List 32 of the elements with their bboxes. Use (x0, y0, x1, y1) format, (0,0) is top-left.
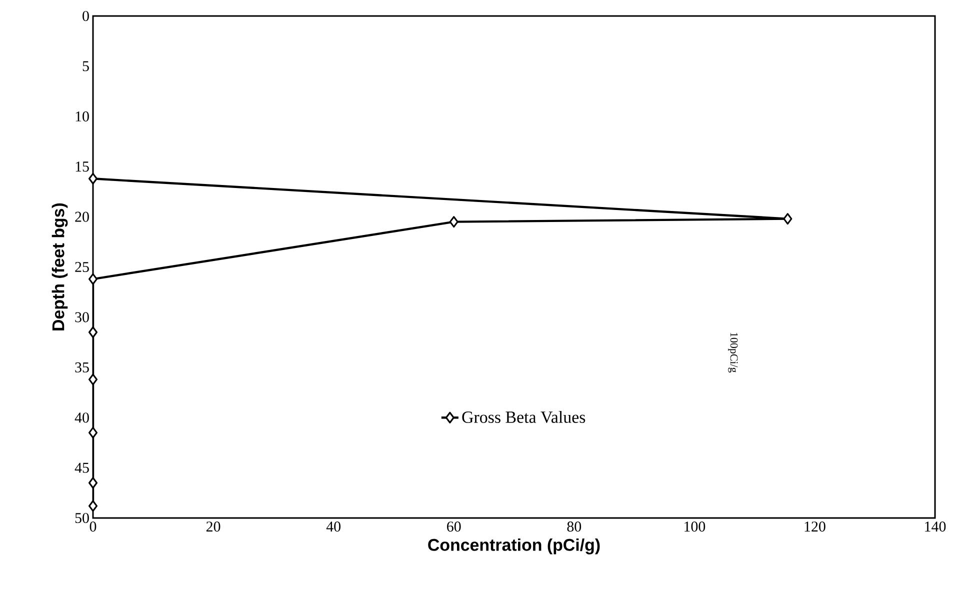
x-tick-label: 140 (925, 522, 946, 532)
legend-label: Gross Beta Values (462, 410, 586, 423)
point (449, 216, 458, 228)
y-tick-label: 25 (75, 262, 89, 272)
y-tick-label: 45 (74, 462, 89, 473)
point (88, 500, 98, 512)
x-tick-label: 100 (684, 522, 706, 532)
point (88, 326, 98, 338)
y-tick-label: 50 (75, 512, 89, 524)
x-tick-label: 0 (90, 522, 96, 532)
y-tick-label: 15 (76, 162, 89, 172)
x-tick-label: 80 (567, 522, 582, 532)
x-tick-label: 120 (804, 522, 826, 532)
y-tick-label: 5 (82, 61, 89, 72)
point (88, 273, 98, 285)
x-tick-label: 60 (447, 522, 461, 532)
y-tick-label: 10 (76, 111, 89, 122)
point (88, 426, 98, 438)
y-axis-title: Depth (feet bgs) (52, 203, 68, 330)
x-tick-label: 40 (326, 522, 340, 532)
x-axis-title: Concentration (pCi/g) (428, 538, 600, 554)
y-tick-label: 30 (75, 312, 89, 322)
x-tick-label: 20 (206, 522, 220, 532)
y-tick-label: 0 (82, 10, 89, 22)
y-tick-label: 35 (75, 362, 89, 372)
point (783, 213, 792, 225)
y-tick-label: 40 (74, 412, 89, 423)
point (88, 477, 98, 489)
annotation: 100pCi/g (728, 332, 738, 373)
point (88, 172, 98, 184)
point (88, 374, 98, 386)
y-tick-label: 20 (75, 212, 89, 222)
